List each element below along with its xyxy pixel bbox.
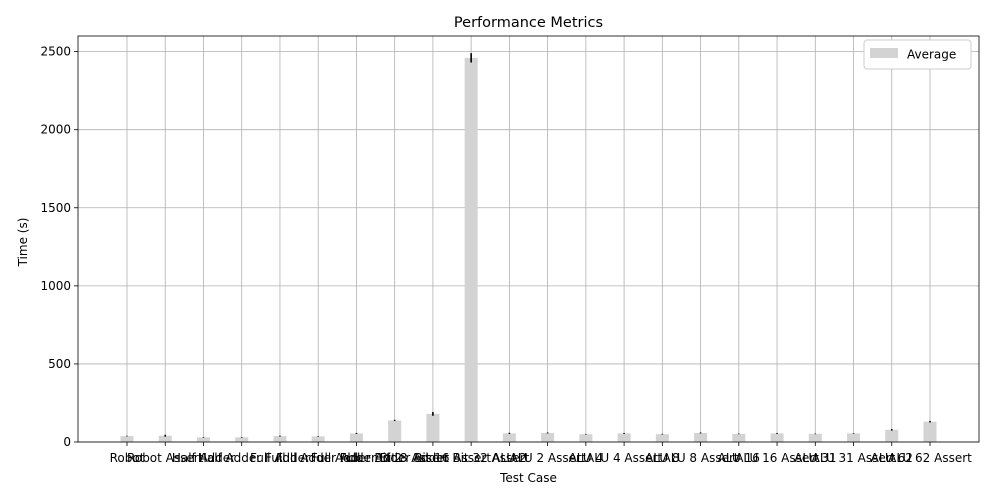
x-tick-label: ALU 31 Assert bbox=[812, 451, 896, 465]
legend: Average bbox=[863, 39, 972, 70]
bar bbox=[847, 433, 861, 442]
legend-box bbox=[863, 39, 972, 70]
x-tick-label: ALU 31 bbox=[794, 451, 836, 465]
y-tick-label: 0 bbox=[63, 435, 71, 449]
x-tick-label: ALU 4 bbox=[569, 451, 604, 465]
bar bbox=[349, 433, 363, 442]
bar bbox=[541, 432, 555, 442]
bar bbox=[617, 433, 631, 442]
x-tick-label: ALU 62 Assert bbox=[888, 451, 972, 465]
x-tick-label: ALU 4 Assert bbox=[586, 451, 662, 465]
y-tick-label: 500 bbox=[48, 357, 71, 371]
y-axis-label: Time (s) bbox=[16, 218, 30, 268]
x-tick-label: Robot Assert bbox=[127, 451, 204, 465]
x-tick-label: Half Adder bbox=[172, 451, 235, 465]
x-tick-label: ALU 2 Assert bbox=[510, 451, 586, 465]
bar bbox=[158, 435, 172, 442]
x-axis-label: Test Case bbox=[499, 471, 557, 485]
bar bbox=[464, 57, 478, 442]
bar bbox=[885, 429, 899, 442]
y-tick-label: 2000 bbox=[40, 123, 71, 137]
error-bars bbox=[126, 53, 931, 438]
bar bbox=[502, 433, 516, 442]
chart-title: Performance Metrics bbox=[454, 15, 603, 31]
x-tick-label: ALU 16 Assert bbox=[735, 451, 819, 465]
x-tick-label: ALU 62 bbox=[871, 451, 913, 465]
bars bbox=[120, 57, 937, 442]
plot-frame bbox=[77, 35, 980, 443]
x-tick-label: Adder Bit 16 Assert bbox=[375, 451, 492, 465]
x-tick-label: Full Adder Bit 2 bbox=[311, 451, 402, 465]
bar bbox=[388, 420, 402, 442]
bar bbox=[426, 413, 440, 442]
x-tick-label: ALU 16 bbox=[718, 451, 760, 465]
bar bbox=[273, 436, 287, 442]
x-tick-label: ALU 2 bbox=[492, 451, 527, 465]
bar bbox=[923, 421, 937, 442]
bar bbox=[655, 434, 669, 442]
bar bbox=[694, 432, 708, 442]
x-tick-label: Full Adder Full bbox=[276, 451, 360, 465]
x-tick-label: Adder Bit 32 Assert bbox=[413, 451, 530, 465]
bar bbox=[311, 436, 325, 442]
y-tick-label: 2500 bbox=[40, 45, 71, 59]
legend-label: Average bbox=[907, 48, 956, 62]
x-tick-label: Half Adder Full bbox=[198, 451, 286, 465]
y-tick-label: 1500 bbox=[40, 201, 71, 215]
x-tick-label: ALU 8 Assert bbox=[663, 451, 739, 465]
y-axis-ticks: 0 500 1000 1500 2000 2500 bbox=[40, 45, 78, 449]
x-tick-label: Adder Bit 8 Assert bbox=[340, 451, 449, 465]
bar bbox=[732, 433, 746, 442]
bar bbox=[120, 436, 134, 442]
bar bbox=[579, 434, 593, 442]
bar bbox=[235, 437, 249, 442]
x-tick-label: ALU 8 bbox=[645, 451, 680, 465]
legend-swatch bbox=[870, 48, 898, 58]
bar bbox=[808, 433, 822, 442]
bar bbox=[770, 433, 784, 442]
x-tick-label: Robot bbox=[110, 451, 145, 465]
x-tick-label: Full Adder bbox=[250, 451, 310, 465]
bar bbox=[196, 437, 210, 442]
y-tick-label: 1000 bbox=[40, 279, 71, 293]
